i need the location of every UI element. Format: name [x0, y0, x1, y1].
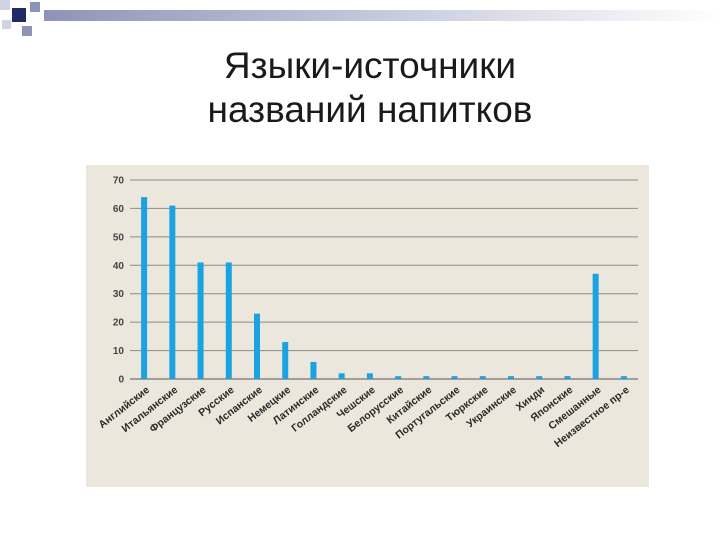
bar — [479, 376, 486, 379]
slide-title-line-1: Языки-источники — [223, 45, 517, 86]
bar — [423, 376, 430, 379]
bar — [395, 376, 402, 379]
y-tick-label: 50 — [113, 232, 125, 243]
bar — [508, 376, 514, 379]
y-tick-label: 0 — [118, 375, 124, 386]
slide-title-line-2: названий напитков — [207, 89, 533, 130]
title-band — [44, 10, 720, 21]
bar — [451, 376, 458, 379]
y-tick-label: 20 — [113, 318, 125, 329]
bar — [225, 262, 232, 379]
bar — [620, 376, 627, 379]
deco-square — [0, 0, 10, 10]
deco-square — [22, 26, 32, 36]
y-tick-label: 70 — [113, 176, 125, 187]
bar — [338, 373, 345, 379]
bar — [141, 197, 148, 379]
deco-square — [30, 2, 40, 12]
y-tick-label: 10 — [113, 346, 125, 357]
bar — [366, 373, 373, 379]
bar — [169, 205, 176, 379]
bar — [282, 342, 289, 379]
bar — [254, 313, 260, 379]
chart-panel: 0 10 20 30 40 50 60 70 Английские Итальянские Фран… — [86, 165, 649, 487]
y-tick-label: 60 — [113, 204, 125, 215]
bar — [197, 262, 204, 379]
deco-square — [2, 20, 11, 29]
bar — [310, 361, 317, 379]
y-tick-label: 30 — [113, 289, 125, 300]
bar — [592, 273, 599, 379]
deco-square — [12, 8, 26, 22]
slide-title: Языки-источники названий напитков — [90, 44, 650, 132]
title-decoration — [0, 0, 720, 36]
bar — [536, 376, 543, 379]
y-tick-label: 40 — [113, 261, 125, 272]
bar-chart: 010203040506070АнглийскиеИтальянскиеФран… — [96, 176, 638, 450]
bar — [564, 376, 571, 379]
